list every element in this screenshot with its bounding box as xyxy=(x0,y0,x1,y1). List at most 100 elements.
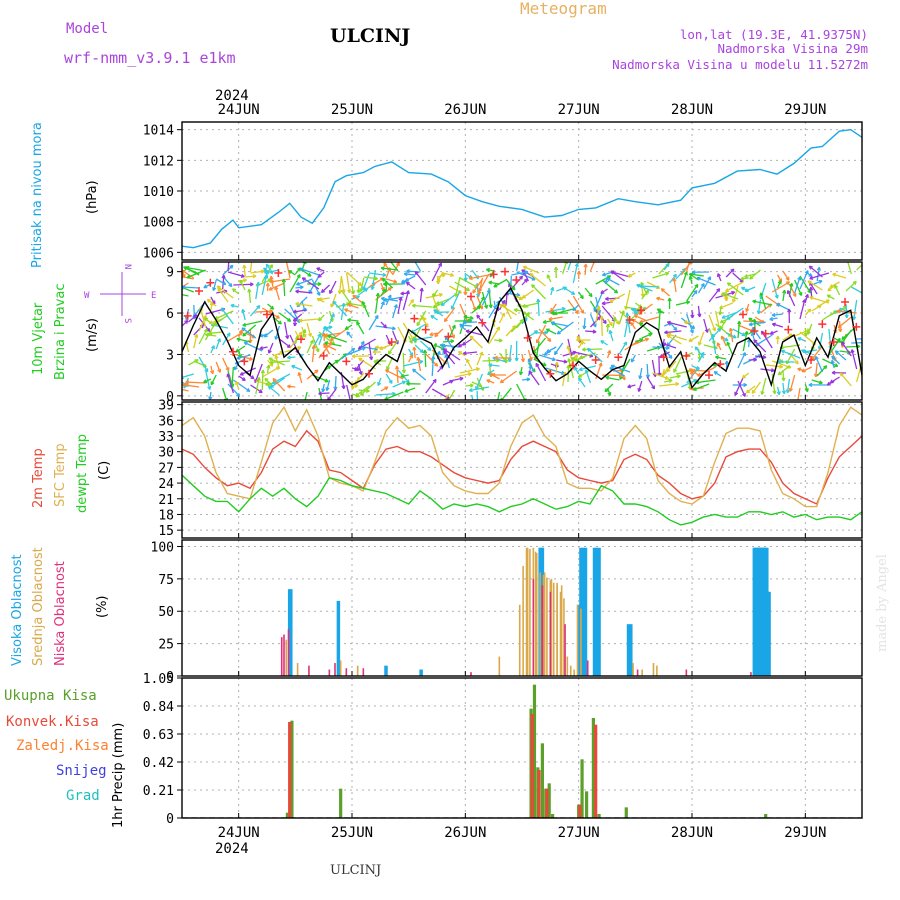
wind-vector-head xyxy=(823,365,828,370)
wind-vector-head xyxy=(377,381,382,386)
wind-vector xyxy=(259,333,268,337)
wind-vector xyxy=(328,310,334,322)
wind-vector-head xyxy=(584,369,589,374)
wind-vector-head xyxy=(839,372,844,377)
wind-vector xyxy=(567,358,574,379)
wind-vector-head xyxy=(212,287,217,292)
wind-vector xyxy=(556,359,568,363)
wind-vector-head xyxy=(332,300,337,305)
wind-vector-head xyxy=(248,356,253,361)
wind-vector-head xyxy=(176,334,179,337)
wind-vector-head xyxy=(777,280,782,285)
wind-vector xyxy=(589,262,595,272)
wind-vector-head xyxy=(460,323,465,328)
wind-vector xyxy=(250,270,265,274)
wind-vector xyxy=(578,291,584,299)
clouds-low-bar xyxy=(362,668,365,676)
wind-vector-head xyxy=(556,330,561,335)
wind-vector xyxy=(604,275,609,284)
temperature-unit: (C) xyxy=(97,461,112,480)
wind-vector-head xyxy=(328,325,333,330)
wind-vector xyxy=(660,288,670,297)
wind-vector-head xyxy=(666,368,671,373)
wind-vector-head xyxy=(368,356,374,361)
wind-vector-head xyxy=(777,359,782,365)
wind-vector xyxy=(536,324,547,344)
wind-vector-head xyxy=(535,362,540,367)
wind-vector xyxy=(443,348,461,361)
wind-vector-head xyxy=(318,391,323,396)
wind-vector-head xyxy=(621,376,626,381)
wind-vector-head xyxy=(578,367,583,372)
precip-labels: Ukupna Kisa Konvek.Kisa Zaledj.Kisa Snij… xyxy=(4,688,126,828)
wind-ytick-label: 6 xyxy=(166,307,174,322)
wind-vector xyxy=(347,303,359,309)
wind-vector-head xyxy=(620,310,625,315)
wind-vector-head xyxy=(604,388,609,393)
clouds-frame xyxy=(181,539,863,677)
compass-w: W xyxy=(84,291,90,301)
wind-vector xyxy=(245,275,257,278)
wind-vector-head xyxy=(797,337,802,342)
wind-vector-head xyxy=(441,343,447,348)
wind-vector xyxy=(265,263,274,274)
wind-vector-head xyxy=(769,316,774,322)
wind-vector-head xyxy=(675,381,680,387)
pressure-ylabel: Pritisak na nivou mora xyxy=(30,122,45,268)
wind-vector xyxy=(838,320,842,333)
wind-vector-head xyxy=(804,293,809,298)
wind-vector xyxy=(432,302,444,309)
wind-vector xyxy=(815,362,818,377)
wind-vector-head xyxy=(321,388,326,393)
wind-vector-head xyxy=(380,301,385,306)
wind-vector-head xyxy=(744,330,749,335)
wind-vector xyxy=(584,263,587,276)
wind-vector-head xyxy=(316,267,321,272)
wind-vector xyxy=(487,369,495,376)
wind-vector xyxy=(542,320,552,324)
clouds-mid-bar xyxy=(356,665,359,676)
clouds-mid-bar xyxy=(556,585,558,676)
wind-vector xyxy=(383,296,404,302)
wind-vector xyxy=(334,375,337,391)
clouds-low-bar xyxy=(532,578,535,676)
precip-total-bar xyxy=(585,791,589,818)
wind-vector-head xyxy=(216,285,221,290)
gust-marker xyxy=(478,318,487,327)
wind-vector-head xyxy=(432,378,437,383)
wind-vector-head xyxy=(673,368,678,373)
wind-vector-head xyxy=(434,332,439,338)
wind-vector xyxy=(658,262,671,275)
wind-vector-head xyxy=(518,296,523,301)
wind-vector xyxy=(573,351,594,357)
wind-vector-head xyxy=(664,330,668,335)
wind-vector xyxy=(765,364,783,368)
wind-vector-head xyxy=(404,388,409,393)
wind-vector xyxy=(413,346,416,359)
wind-vector xyxy=(609,293,625,303)
wind-vector xyxy=(845,280,857,292)
wind-vector xyxy=(278,312,291,322)
product-title: Meteogram xyxy=(520,0,607,18)
wind-vector xyxy=(600,315,603,337)
wind-vector xyxy=(567,262,572,271)
wind-vector xyxy=(652,272,669,279)
wind-vector-head xyxy=(360,340,365,345)
wind-vector xyxy=(664,330,682,334)
wind-vector-head xyxy=(627,273,632,278)
top-day-label: 26JUN xyxy=(444,102,486,118)
wind-vector xyxy=(625,289,631,310)
precip-conv-bar xyxy=(288,722,292,818)
wind-vector xyxy=(431,293,440,314)
clouds-mid-bar xyxy=(339,660,342,676)
wind-vector-head xyxy=(826,381,831,386)
wind-vector-head xyxy=(740,286,745,291)
wind-vector-head xyxy=(832,272,837,277)
compass-e: E xyxy=(151,291,156,301)
wind-vector-head xyxy=(683,271,688,276)
wind-vector xyxy=(787,290,796,307)
wind-vector xyxy=(458,351,466,357)
wind-vector-head xyxy=(696,276,701,281)
wind-vector-head xyxy=(744,274,749,279)
wind-vector-head xyxy=(665,271,670,276)
